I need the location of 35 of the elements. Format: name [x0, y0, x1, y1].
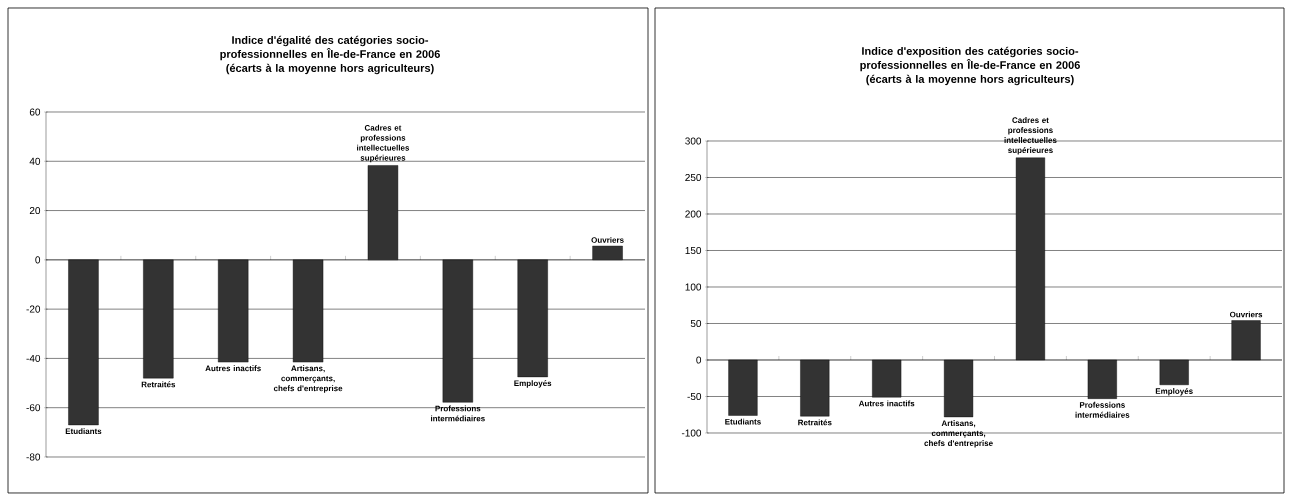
y-tick-label: 100 [685, 283, 702, 291]
category-label: Ouvriers [1229, 311, 1263, 318]
y-tick-label: 20 [29, 207, 41, 215]
y-tick-label: 50 [690, 319, 702, 328]
y-tick-label: 150 [685, 246, 702, 255]
y-tick-label: 250 [685, 173, 702, 182]
y-tick-label: -80 [26, 453, 41, 461]
y-tick-label: -40 [26, 354, 41, 362]
category-label: Autres inactifs [205, 365, 261, 372]
category-label: Cadres et professions intellectuelles supérieures [357, 124, 410, 163]
y-tick-label: -50 [687, 392, 702, 401]
category-label: Retraités [141, 381, 176, 388]
category-label: Etudiants [725, 418, 761, 425]
category-label: Employés [1155, 388, 1193, 396]
chart-title: Indice d'exposition des catégories socio-professionnelles en Île-de-France en 2006 (écarts à la moyenne hors agriculteurs) [860, 46, 1080, 86]
category-label: Cadres et professions intellectuelles supérieures [1004, 117, 1057, 155]
y-tick-label: 0 [35, 256, 41, 264]
chart-title: Indice d'égalité des catégories socio-professionnelles en Île-de-France en 2006 (écarts à la moyenne hors agriculteurs) [220, 35, 440, 75]
y-tick-label: -60 [26, 404, 41, 412]
y-tick-label: 200 [685, 210, 702, 218]
y-tick-label: -20 [26, 305, 41, 313]
y-tick-label: 300 [685, 137, 702, 145]
y-tick-label: -100 [681, 429, 702, 437]
category-label: Artisans, commerçants, chefs d'entreprise [924, 420, 993, 448]
category-label: Retraités [798, 419, 832, 426]
y-tick-label: 0 [696, 356, 702, 364]
category-label: Autres inactifs [858, 400, 915, 407]
category-label: Professions intermédiaires [1075, 401, 1130, 418]
y-tick-label: 40 [29, 157, 41, 165]
category-label: Etudiants [65, 428, 102, 435]
category-label: Employés [514, 380, 552, 388]
category-label: Professions intermédiaires [431, 405, 485, 422]
category-label: Artisans, commerçants, chefs d'entreprise [273, 365, 343, 393]
y-tick-label: 60 [29, 108, 41, 116]
category-label: Ouvriers [591, 236, 624, 243]
